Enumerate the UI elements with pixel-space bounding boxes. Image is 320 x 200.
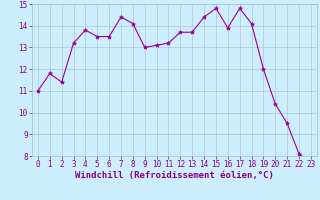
X-axis label: Windchill (Refroidissement éolien,°C): Windchill (Refroidissement éolien,°C) [75,171,274,180]
